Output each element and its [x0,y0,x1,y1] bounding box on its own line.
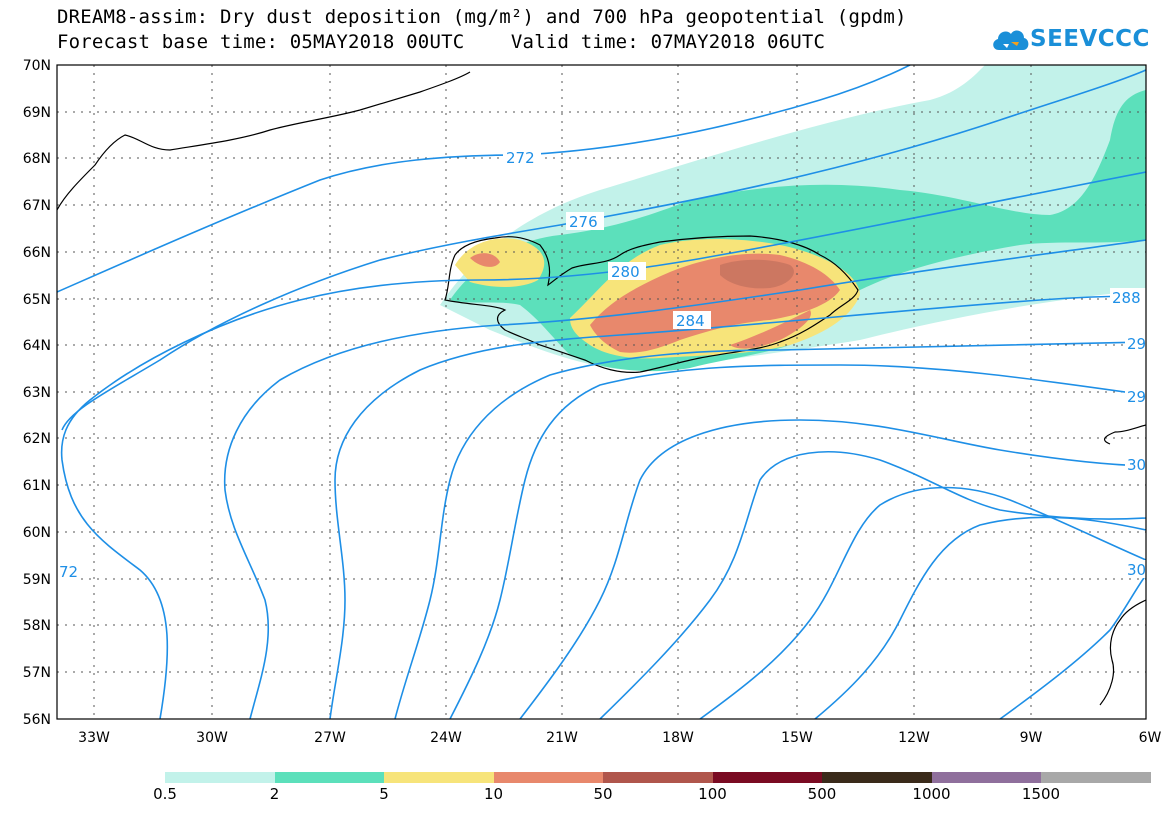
lon-label: 9W [1020,730,1043,746]
legend-label: 5 [379,785,389,803]
lat-label: 56N [23,712,51,728]
contour-316 [999,574,1146,719]
legend-swatch [1041,772,1151,783]
seevccc-logo: SEEVCCC [990,20,1149,60]
legend-swatch [931,772,1041,783]
lat-label: 57N [23,665,51,681]
contour-label-300: 30 [1127,456,1146,474]
legend-label: 100 [698,785,727,803]
legend-swatch [603,772,713,783]
contour-308 [699,486,1146,719]
contour-label-284: 284 [676,312,705,330]
legend-label: 0.5 [153,785,177,803]
lat-label: 65N [23,292,51,308]
lat-label: 64N [23,338,51,354]
cloud-icon [993,30,1029,50]
contour-label-288: 288 [1112,289,1141,307]
legend-label: 1500 [1021,785,1061,803]
lat-label: 61N [23,478,51,494]
contour-label-276: 276 [569,213,598,231]
lon-label: 30W [196,730,228,746]
contour-296 [449,364,1146,719]
contour-label-272-left: 72 [59,563,78,581]
contour-label-272: 272 [506,149,535,167]
contour-292 [394,341,1146,719]
dust-deposition-field [440,65,1146,372]
legend-label: 500 [807,785,837,803]
contour-label-304: 30 [1127,561,1146,579]
lat-label: 58N [23,618,51,634]
lon-label: 18W [662,730,694,746]
legend-swatch [493,772,603,783]
map-title-line2: Forecast base time: 05MAY2018 00UTC Vali… [57,31,826,53]
contour-304 [599,451,1146,719]
legend-label: 2 [269,785,280,803]
legend-label: 50 [593,785,613,803]
lon-label: 24W [430,730,462,746]
latitude-labels: 70N 69N 68N 67N 66N 65N 64N 63N 62N 61N … [23,58,51,728]
legend-swatch [822,772,932,783]
scotland-coastline [1099,424,1146,706]
lat-label: 70N [23,58,51,74]
legend-label: 10 [483,785,504,803]
lat-label: 59N [23,572,51,588]
logo-text: SEEVCCC [1030,26,1150,52]
lon-label: 27W [314,730,346,746]
map-canvas: 272 276 280 284 288 29 29 30 30 72 70N 6… [23,58,1162,746]
map-plot-area: 272 276 280 284 288 29 29 30 30 72 [57,65,1146,719]
lon-label: 6W [1139,730,1162,746]
lon-label: 15W [781,730,813,746]
map-title-line1: DREAM8-assim: Dry dust deposition (mg/m²… [57,6,907,28]
contour-288 [329,295,1146,719]
contour-300 [519,419,1146,719]
legend-swatch [712,772,822,783]
contour-labels: 272 276 280 284 288 29 29 30 30 72 [57,148,1146,581]
lat-label: 69N [23,105,51,121]
contour-312 [814,516,1146,719]
lat-label: 66N [23,245,51,261]
contour-284 [223,239,1146,719]
longitude-labels: 33W 30W 27W 24W 21W 18W 15W 12W 9W 6W [78,730,1161,746]
lat-lon-grid [57,65,1146,719]
legend-swatch [165,772,275,783]
lat-label: 62N [23,431,51,447]
legend-label: 1000 [912,785,951,803]
contour-label-292: 29 [1127,335,1146,353]
legend-swatch [384,772,494,783]
contour-276 [61,69,1146,431]
lon-label: 12W [898,730,930,746]
coastlines [57,71,1146,706]
color-legend [165,772,1151,783]
lat-label: 68N [23,151,51,167]
lon-label: 21W [546,730,578,746]
contour-label-296: 29 [1127,388,1146,406]
iceland-coastline [444,235,859,373]
lat-label: 60N [23,525,51,541]
lat-label: 63N [23,385,51,401]
lat-label: 67N [23,198,51,214]
map-frame [56,64,1147,720]
legend-swatch [274,772,384,783]
contour-280 [60,171,1146,719]
greenland-coastline [57,71,471,211]
dust-level-50 [720,259,794,289]
lon-label: 33W [78,730,110,746]
contour-label-280: 280 [611,263,640,281]
